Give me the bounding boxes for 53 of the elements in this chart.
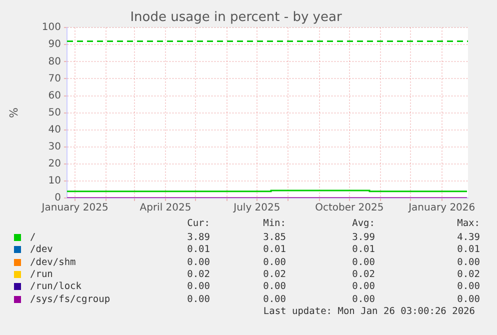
text: 0.00 [456, 294, 480, 304]
text: 0.01 [263, 244, 286, 256]
text: 3.89 [186, 232, 210, 243]
text: Cur: [186, 218, 210, 229]
y-tick-label: 90 [48, 39, 61, 50]
text: 0.00 [186, 256, 210, 268]
y-tick-label: 100 [42, 22, 61, 34]
text: 3.99 [351, 232, 375, 243]
text: 4.39 [456, 232, 480, 243]
y-tick-label: 50 [48, 107, 61, 118]
chart-title: Inode usage in percent - by year [130, 10, 342, 26]
y-tick-label: 30 [48, 141, 61, 152]
legend-label: /dev/shm [30, 256, 76, 268]
text: 3.85 [263, 232, 286, 243]
y-tick-label: 70 [48, 73, 61, 84]
text: 0.01 [456, 244, 480, 256]
text: 0.02 [186, 268, 210, 280]
text: 0.00 [351, 256, 375, 268]
text: 0.02 [263, 268, 286, 280]
text: 0.00 [263, 281, 286, 292]
y-tick-label: 10 [48, 176, 61, 187]
text: 0.00 [263, 294, 286, 304]
text: 0.00 [456, 281, 480, 292]
legend-label: /sys/fs/cgroup [30, 294, 110, 304]
text: 0.00 [351, 281, 375, 292]
text: 0.02 [456, 268, 480, 280]
text: 0.00 [456, 256, 480, 268]
x-tick-label: January 2025 [40, 202, 108, 214]
text: Last update: Mon Jan 26 03:00:26 2026 [263, 306, 475, 317]
text: 0.02 [351, 268, 375, 280]
legend-label: / [30, 232, 36, 243]
legend-label: /dev [30, 244, 53, 256]
y-tick-label: 0 [54, 192, 61, 204]
x-tick-label: July 2025 [232, 202, 280, 214]
text: 0.00 [263, 256, 286, 268]
x-tick-label: October 2025 [315, 202, 384, 214]
text: 0.00 [186, 281, 210, 292]
legend-label: /run [30, 268, 53, 280]
x-tick-label: April 2025 [140, 202, 192, 214]
text: 0.01 [351, 244, 375, 256]
y-tick-label: 80 [48, 56, 61, 68]
y-tick-label: 60 [48, 90, 61, 102]
y-tick-label: 40 [48, 124, 61, 136]
y-axis-title: % [7, 108, 20, 118]
text: Min: [263, 218, 286, 229]
y-tick-label: 20 [48, 158, 61, 170]
text: 0.01 [186, 244, 210, 256]
text: Max: [456, 218, 480, 229]
text: 0.00 [351, 294, 375, 304]
legend-label: /run/lock [30, 281, 82, 292]
x-tick-label: January 2026 [408, 202, 476, 214]
text: Avg: [351, 218, 375, 229]
text: 0.00 [186, 294, 210, 304]
